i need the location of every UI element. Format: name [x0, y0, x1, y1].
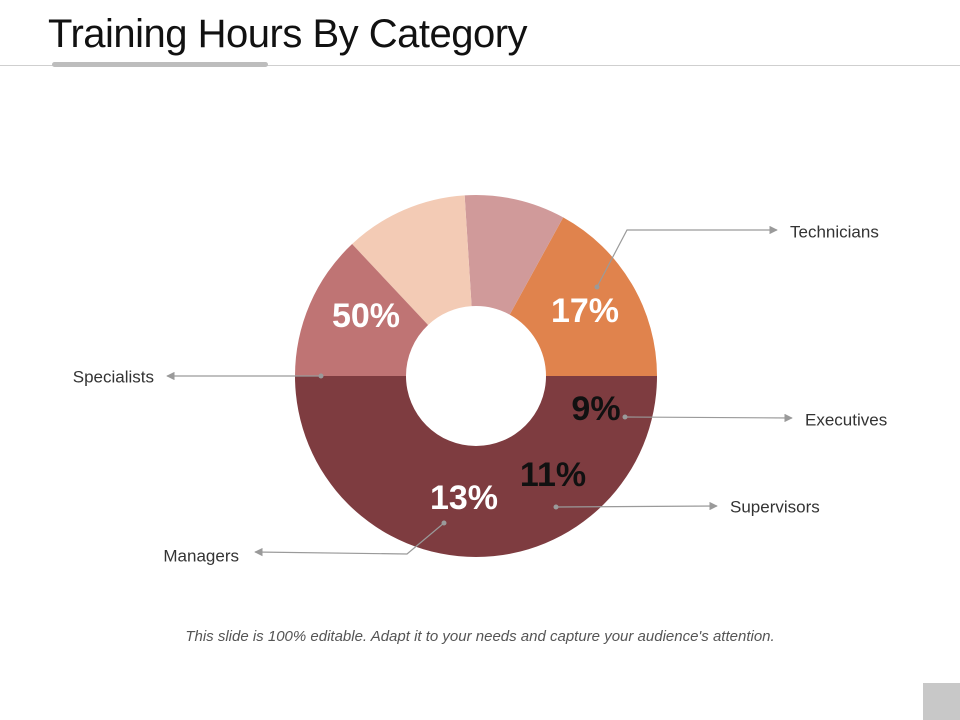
- category-labels: Technicians Executives Supervisors Managers…: [73, 222, 887, 565]
- leader-line-executives: [624, 413, 793, 423]
- leader-line-managers: [254, 522, 445, 557]
- donut-slice-supervisors: [352, 195, 472, 325]
- title-divider: [0, 65, 960, 66]
- leader-dot-executives: [622, 414, 628, 420]
- leader-line-supervisors: [555, 501, 718, 511]
- slide-caption: This slide is 100% editable. Adapt it to…: [185, 628, 775, 645]
- category-label-executives: Executives: [805, 410, 887, 429]
- donut-slices: [295, 195, 657, 557]
- leader-dot-managers: [441, 520, 447, 526]
- percent-label-supervisors: 11%: [520, 456, 586, 494]
- donut-slice-specialists: [295, 376, 657, 557]
- percent-label-executives: 9%: [571, 390, 620, 428]
- category-label-technicians: Technicians: [790, 222, 879, 241]
- leader-dot-supervisors: [553, 504, 559, 510]
- category-label-managers: Managers: [163, 546, 239, 565]
- percent-labels: 17% 9% 11% 13% 50%: [332, 292, 621, 517]
- corner-square: [923, 683, 960, 720]
- percent-label-specialists: 50%: [332, 297, 400, 335]
- slide-title: Training Hours By Category: [48, 12, 528, 56]
- percent-label-managers: 13%: [430, 479, 498, 517]
- category-label-supervisors: Supervisors: [730, 497, 820, 516]
- title-accent-bar: [52, 62, 268, 67]
- leader-dot-specialists: [318, 373, 324, 379]
- leader-dot-technicians: [594, 284, 600, 290]
- percent-label-technicians: 17%: [551, 292, 619, 330]
- donut-slice-managers: [295, 244, 429, 376]
- donut-slice-executives: [464, 195, 564, 315]
- leader-line-technicians: [596, 225, 778, 288]
- category-label-specialists: Specialists: [73, 367, 154, 386]
- donut-slice-technicians: [509, 217, 657, 376]
- leader-lines: [166, 225, 793, 557]
